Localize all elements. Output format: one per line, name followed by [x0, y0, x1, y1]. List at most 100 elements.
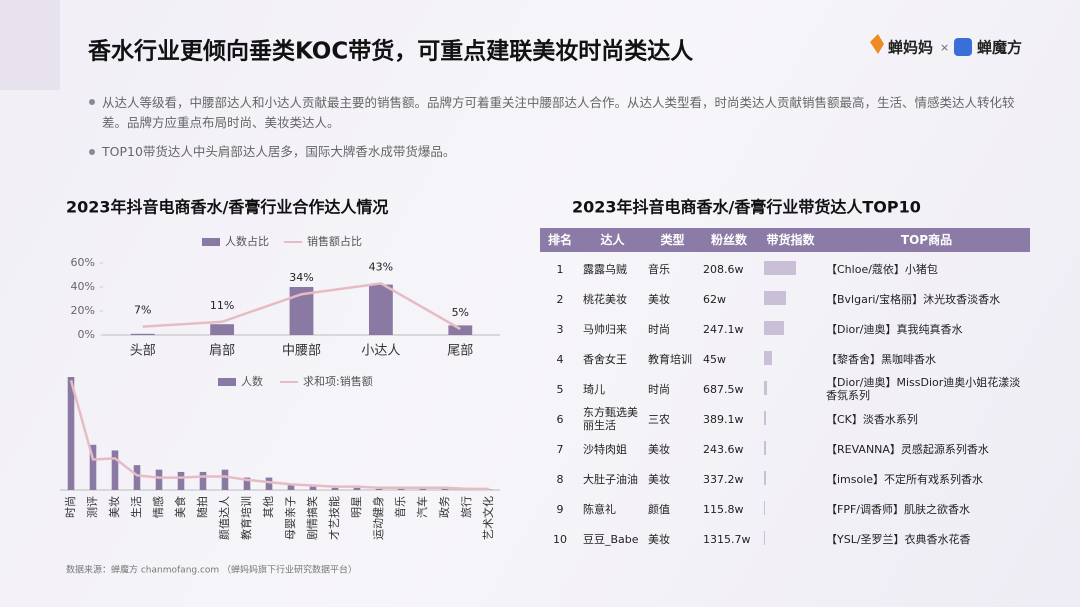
x-tick-label: 测评 — [86, 496, 99, 518]
x-tick-label: 尾部 — [447, 344, 473, 359]
bullet-dot — [89, 149, 95, 155]
bar — [448, 325, 473, 335]
table-cell: 687.5w — [703, 382, 744, 396]
bar — [309, 486, 317, 490]
table-cell: 音乐 — [648, 262, 670, 276]
index-bar — [764, 291, 786, 305]
table-cell: 389.1w — [703, 412, 744, 426]
table-cell: 陈意礼 — [583, 502, 616, 516]
table-cell: 时尚 — [648, 322, 670, 336]
bar — [221, 469, 229, 490]
data-label: 34% — [289, 271, 313, 284]
table-cell: 美妆 — [648, 472, 670, 486]
table-cell: 【Chloe/蔻依】小猪包 — [826, 262, 938, 276]
logo: 蝉妈妈 — [888, 39, 933, 57]
table-cell: 沙特肉姐 — [583, 442, 627, 456]
x-tick-label: 其他 — [262, 496, 275, 518]
table-title: 2023年抖音电商香水/香膏行业带货达人TOP10 — [572, 198, 921, 217]
x-tick-label: 旅行 — [459, 496, 473, 518]
y-tick-label: 20% — [71, 304, 95, 317]
x-tick-label: 汽车 — [415, 496, 429, 518]
x-tick-label: 母婴亲子 — [283, 496, 297, 540]
index-bar — [764, 261, 796, 275]
table-cell: 美妆 — [648, 292, 670, 306]
bar — [289, 287, 314, 335]
x-tick-label: 运动健身 — [371, 496, 385, 540]
bar — [199, 471, 207, 490]
x-tick-label: 小达人 — [361, 344, 400, 359]
table-cell: 【imsole】不定所有戏系列香水 — [826, 472, 984, 486]
bar — [67, 377, 75, 490]
x-tick-label: 中腰部 — [282, 344, 321, 359]
table-cell: 7 — [556, 442, 564, 456]
table-cell: 3 — [556, 322, 564, 336]
x-tick-label: 颜值达人 — [218, 496, 231, 540]
data-label: 5% — [452, 306, 469, 319]
index-bar — [764, 411, 766, 425]
logo-icon — [870, 34, 884, 54]
table-cell: 三农 — [648, 412, 670, 426]
table-cell: 8 — [556, 472, 564, 486]
table-header-bg — [540, 228, 1030, 252]
index-bar — [764, 501, 765, 515]
table-cell: 【Dior/迪奥】真我纯真香水 — [826, 322, 963, 336]
data-label: 7% — [134, 304, 151, 317]
table-cell: 美妆 — [648, 532, 670, 546]
x-tick-label: 才艺技能 — [327, 496, 341, 540]
line — [69, 380, 489, 491]
x-tick-label: 剧情搞笑 — [305, 496, 319, 540]
index-bar — [764, 471, 766, 485]
table-cell: 6 — [556, 412, 564, 426]
index-bar — [764, 441, 766, 455]
footer: 数据来源：蝉魔方 chanmofang.com （蝉妈妈旗下行业研究数据平台） — [66, 564, 357, 576]
table-cell: 62w — [703, 292, 726, 306]
legend-swatch — [202, 238, 220, 246]
bar — [130, 333, 155, 335]
x-tick-label: 情感 — [152, 496, 165, 518]
x-tick-label: 时尚 — [63, 496, 77, 518]
x-tick-label: 教育培训 — [239, 496, 253, 540]
data-label: 43% — [369, 260, 393, 273]
table-cell: 【YSL/圣罗兰】衣典香水花香 — [826, 532, 971, 546]
table-cell: 桃花美妆 — [583, 292, 627, 306]
x-tick-label: 生活 — [129, 496, 143, 518]
table-cell: 香舍女王 — [583, 352, 627, 366]
table-cell: 教育培训 — [648, 352, 692, 366]
bar — [375, 488, 383, 490]
x-tick-label: 美食 — [173, 496, 187, 518]
legend-label: 销售额占比 — [307, 234, 362, 248]
bar — [155, 469, 163, 490]
x-tick-label: 随拍 — [195, 496, 209, 518]
x-tick-label: 肩部 — [209, 343, 235, 359]
y-tick-label: 60% — [71, 256, 95, 269]
bar — [89, 444, 97, 490]
logo-sep: × — [940, 41, 949, 54]
bar — [419, 488, 427, 490]
table-cell: 【FPF/调香师】肌肤之欲香水 — [826, 502, 970, 516]
table-cell: 【Dior/迪奥】MissDior迪奥小姐花漾淡香氛系列 — [826, 376, 1021, 402]
bullet-dot — [89, 99, 95, 105]
table-cell: 2 — [556, 292, 564, 306]
table-cell: 时尚 — [648, 382, 670, 396]
y-tick-label: 40% — [71, 280, 95, 293]
bar — [210, 324, 235, 335]
table-cell: 大肚子油油 — [583, 472, 638, 486]
decor — [0, 0, 60, 90]
table-header: 达人 — [600, 232, 625, 247]
table-header: 类型 — [660, 232, 685, 247]
legend-swatch — [218, 378, 236, 386]
x-tick-label: 政务 — [437, 496, 451, 518]
table-cell: 115.8w — [703, 502, 744, 516]
line — [142, 282, 461, 331]
logo-icon — [954, 38, 972, 56]
table-cell: 【黎香舍】黑咖啡香水 — [826, 352, 936, 366]
bar — [265, 477, 273, 490]
bar — [353, 487, 361, 490]
x-tick-label: 艺术文化 — [481, 496, 495, 540]
bar — [111, 450, 119, 490]
table-header: 带货指数 — [766, 232, 815, 247]
table-cell: 东方甄选美丽生活 — [583, 406, 638, 432]
y-tick-label: 0% — [78, 328, 95, 341]
bar — [397, 488, 405, 490]
table-cell: 1 — [556, 262, 564, 276]
